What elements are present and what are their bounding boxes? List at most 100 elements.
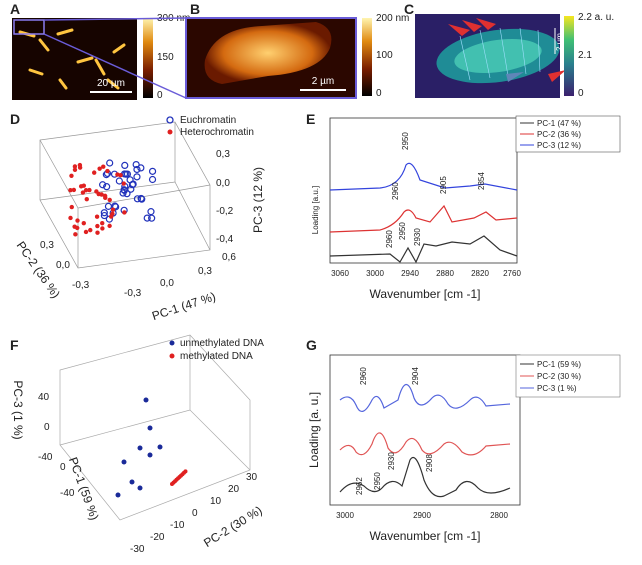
shape (68, 159, 157, 237)
label: PC-2 (30 %) (201, 503, 264, 550)
label: 2930 (387, 452, 396, 470)
label: PC-3 (12 %) (537, 141, 581, 150)
label: PC-1 (59 %) (537, 360, 581, 369)
point (157, 444, 163, 450)
shape (59, 335, 251, 471)
label: 2950 (398, 222, 407, 240)
shape (166, 116, 174, 124)
label: 2960 (385, 230, 394, 248)
label: 2950 (373, 472, 382, 490)
label: 0 (44, 422, 50, 433)
label: 2 µm (312, 76, 334, 87)
label: -0,4 (216, 234, 234, 245)
point (92, 170, 97, 175)
label: A (10, 1, 20, 17)
point (133, 195, 142, 203)
shape (38, 38, 50, 52)
point (148, 175, 157, 184)
point (73, 232, 78, 237)
point (80, 190, 86, 195)
shape (548, 70, 566, 82)
label: 2854 (477, 172, 486, 190)
label: Euchromatin (180, 115, 236, 126)
label: -40 (60, 488, 75, 499)
point (94, 214, 100, 219)
label: 2905 (439, 176, 448, 194)
label: 2930 (413, 228, 422, 246)
label: 0 (376, 88, 382, 99)
point (83, 229, 89, 235)
point (100, 209, 108, 217)
shape (339, 456, 511, 498)
point (147, 208, 155, 216)
label: 3000 (366, 269, 384, 278)
point (72, 164, 78, 169)
label: unmethylated DNA (180, 338, 264, 349)
point (147, 425, 153, 431)
label: 200 nm (376, 13, 409, 24)
label: 2.2 a. u. (578, 12, 614, 23)
point (132, 160, 140, 169)
shape (329, 117, 518, 264)
shape (506, 72, 524, 82)
label: 0,0 (56, 260, 70, 271)
shape (56, 28, 74, 36)
shape (13, 19, 45, 35)
label: B (190, 1, 200, 17)
point (97, 166, 102, 171)
label: 0,6 (222, 252, 236, 263)
shape (18, 28, 126, 90)
point (95, 223, 100, 229)
label: G (306, 337, 317, 353)
label: -0,2 (216, 206, 234, 217)
shape (329, 354, 521, 506)
label: 2904 (411, 367, 420, 385)
label: 0,3 (216, 149, 230, 160)
label: 150 (157, 52, 174, 63)
label: 30 (246, 472, 258, 483)
label: 40 (38, 392, 50, 403)
point (137, 445, 143, 451)
shape (459, 27, 541, 81)
label: Wavenumber [cm -1] (370, 529, 481, 543)
point (133, 165, 141, 174)
label: -0,3 (124, 288, 142, 299)
point (115, 177, 123, 185)
point (183, 469, 188, 474)
point (137, 194, 145, 203)
point (110, 207, 116, 212)
point (106, 159, 114, 167)
label: PC-2 (36 %) (537, 130, 581, 139)
point (83, 187, 89, 193)
shape (459, 27, 541, 81)
point (120, 186, 128, 194)
label: PC-3 (1 %) (11, 380, 25, 439)
label: 20 (228, 484, 240, 495)
label: F (10, 337, 19, 353)
shape (143, 18, 153, 98)
label: C (404, 1, 414, 17)
label: 0,0 (160, 278, 174, 289)
point (75, 218, 80, 223)
shape (39, 139, 211, 268)
point (100, 226, 105, 231)
point (129, 479, 135, 485)
point (94, 189, 99, 194)
shape (329, 235, 518, 264)
shape (339, 383, 511, 412)
label: PC-3 (12 %) (251, 167, 265, 233)
shape (58, 78, 68, 90)
label: 2960 (391, 182, 400, 200)
point (100, 220, 105, 226)
point (69, 204, 74, 210)
point (121, 459, 127, 465)
shape (362, 18, 372, 96)
point (137, 485, 143, 491)
label: 0 (578, 88, 584, 99)
shape (339, 432, 511, 456)
point (112, 203, 120, 211)
point (75, 225, 80, 231)
point (148, 167, 157, 175)
label: -30 (130, 544, 145, 555)
